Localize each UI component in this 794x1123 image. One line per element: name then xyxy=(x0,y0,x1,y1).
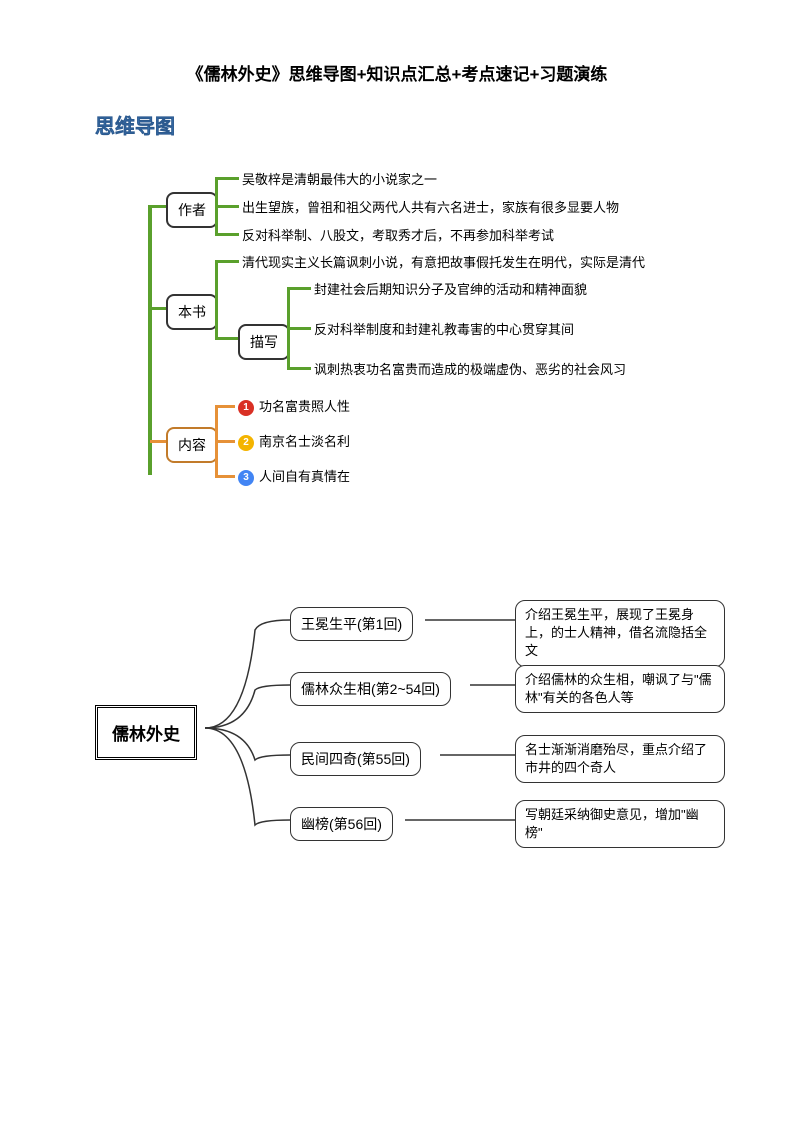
mm2-leaf-3: 名士渐渐消磨殆尽，重点介绍了市井的四个奇人 xyxy=(515,735,725,783)
node-content: 内容 xyxy=(166,427,218,463)
leaf-author-3: 反对科举制、八股文，考取秀才后，不再参加科举考试 xyxy=(242,225,554,244)
mm2-leaf-4: 写朝廷采纳御史意见，增加"幽榜" xyxy=(515,800,725,848)
node-describe: 描写 xyxy=(238,324,290,360)
leaf-author-1: 吴敬梓是清朝最伟大的小说家之一 xyxy=(242,169,437,188)
mm2-leaf-2: 介绍儒林的众生相，嘲讽了与"儒林"有关的各色人等 xyxy=(515,665,725,713)
leaf-desc-2: 反对科举制度和封建礼教毒害的中心贯穿其间 xyxy=(314,319,574,338)
mm2-leaf-1: 介绍王冕生平，展现了王冕身上，的士人精神，借名流隐括全文 xyxy=(515,600,725,667)
mm2-mid-4: 幽榜(第56回) xyxy=(290,807,393,841)
mm2-root: 儒林外史 xyxy=(95,705,197,760)
mindmap-top: 作者 吴敬梓是清朝最伟大的小说家之一 出生望族，曾祖和祖父两代人共有六名进士，家… xyxy=(130,175,750,505)
leaf-content-2: 2南京名士淡名利 xyxy=(238,431,350,451)
leaf-desc-1: 封建社会后期知识分子及官绅的活动和精神面貌 xyxy=(314,279,587,298)
mm2-mid-1: 王冕生平(第1回) xyxy=(290,607,413,641)
leaf-content-3: 3人间自有真情在 xyxy=(238,466,350,486)
mm2-mid-3: 民间四奇(第55回) xyxy=(290,742,421,776)
page-title: 《儒林外史》思维导图+知识点汇总+考点速记+习题演练 xyxy=(0,0,794,85)
mm2-mid-2: 儒林众生相(第2~54回) xyxy=(290,672,451,706)
mindmap-bottom: 儒林外史 王冕生平(第1回) 介绍王冕生平，展现了王冕身上，的士人精神，借名流隐… xyxy=(95,590,735,870)
node-book: 本书 xyxy=(166,294,218,330)
leaf-book-1: 清代现实主义长篇讽刺小说，有意把故事假托发生在明代，实际是清代 xyxy=(242,252,645,271)
leaf-desc-3: 讽刺热衷功名富贵而造成的极端虚伪、恶劣的社会风习 xyxy=(314,359,626,378)
leaf-author-2: 出生望族，曾祖和祖父两代人共有六名进士，家族有很多显要人物 xyxy=(242,197,619,216)
leaf-content-1: 1功名富贵照人性 xyxy=(238,396,350,416)
node-author: 作者 xyxy=(166,192,218,228)
section-heading: 思维导图 xyxy=(95,110,175,139)
